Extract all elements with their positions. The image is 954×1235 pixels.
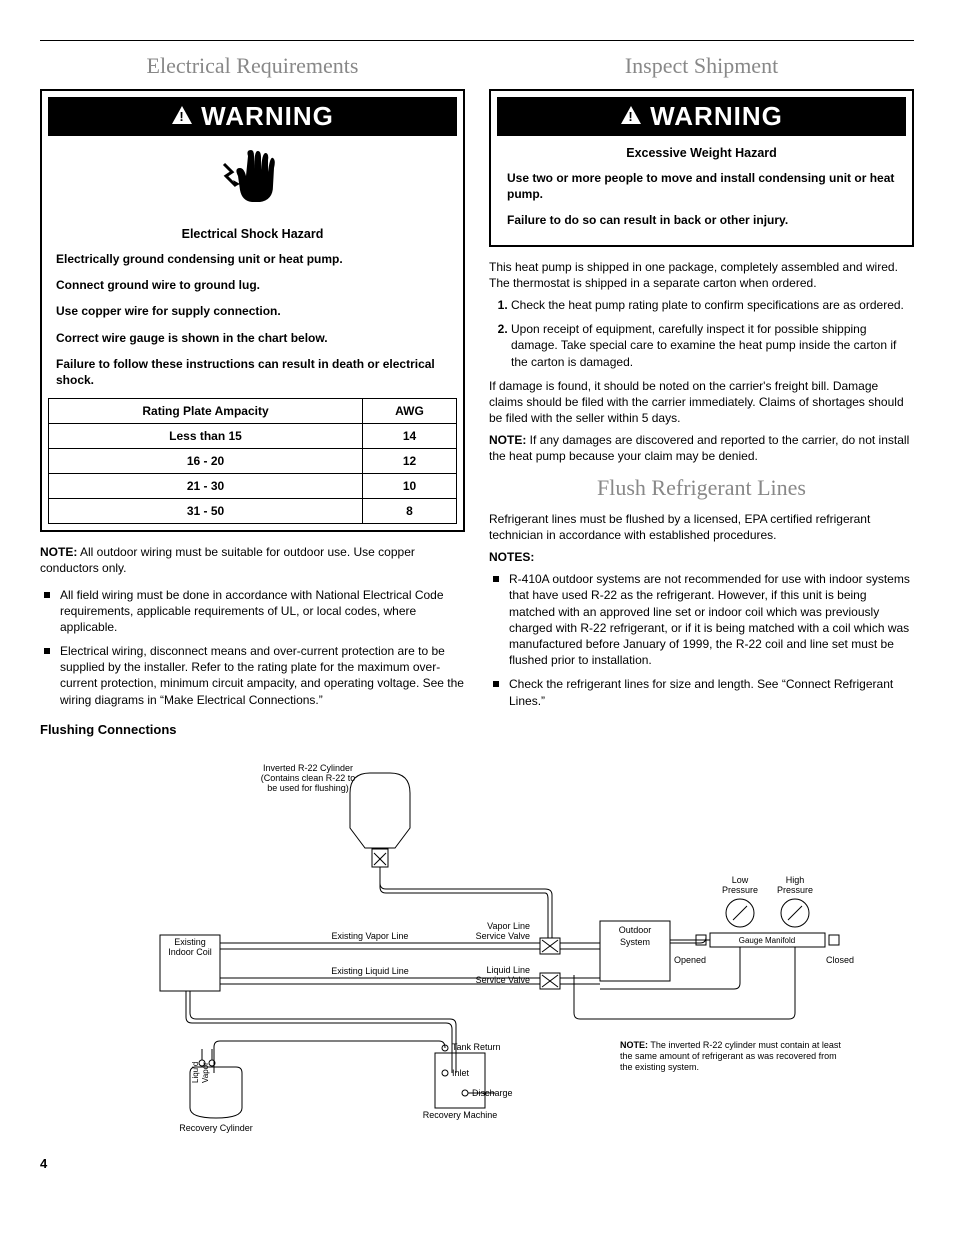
awg-col1-header: Rating Plate Ampacity: [49, 399, 363, 424]
page-number: 4: [40, 1156, 914, 1171]
shipment-steps: Check the heat pump rating plate to conf…: [489, 297, 914, 370]
awg-cell: 31 - 50: [49, 499, 363, 524]
svg-text:Opened: Opened: [674, 955, 706, 965]
bullet-item: R-410A outdoor systems are not recommend…: [489, 571, 914, 668]
left-column: Electrical Requirements ! WARNING Electr…: [40, 53, 465, 743]
shock-hand-icon: [48, 146, 457, 213]
flush-intro: Refrigerant lines must be flushed by a l…: [489, 511, 914, 543]
svg-text:Pressure: Pressure: [722, 885, 758, 895]
svg-text:Service Valve: Service Valve: [476, 975, 530, 985]
svg-text:Closed: Closed: [826, 955, 854, 965]
awg-cell: 16 - 20: [49, 449, 363, 474]
svg-text:!: !: [628, 109, 633, 124]
svg-text:the same amount of refrigerant: the same amount of refrigerant as was re…: [620, 1051, 837, 1061]
warning-triangle-icon: !: [620, 101, 642, 132]
notes-label: NOTES:: [489, 549, 914, 565]
step-item: Upon receipt of equipment, carefully ins…: [511, 321, 914, 370]
warning-bar: ! WARNING: [48, 97, 457, 136]
note-text: If any damages are discovered and report…: [489, 433, 909, 463]
svg-text:Existing Liquid Line: Existing Liquid Line: [331, 966, 409, 976]
svg-text:Inverted R-22 Cylinder: Inverted R-22 Cylinder: [263, 763, 353, 773]
awg-col2-header: AWG: [363, 399, 457, 424]
svg-text:Recovery Machine: Recovery Machine: [423, 1110, 498, 1120]
svg-text:NOTE: The inverted R-22 cylind: NOTE: The inverted R-22 cylinder must co…: [620, 1040, 841, 1050]
flush-refrigerant-section: Flush Refrigerant Lines Refrigerant line…: [489, 475, 914, 709]
svg-text:the existing system.: the existing system.: [620, 1062, 699, 1072]
hazard-line: Correct wire gauge is shown in the chart…: [56, 330, 449, 346]
svg-text:Existing: Existing: [174, 937, 206, 947]
top-rule: [40, 40, 914, 41]
warning-triangle-icon: !: [171, 101, 193, 132]
svg-text:System: System: [620, 937, 650, 947]
awg-cell: 14: [363, 424, 457, 449]
svg-text:Tank Return: Tank Return: [452, 1042, 501, 1052]
hazard-line: Failure to do so can result in back or o…: [507, 212, 896, 228]
electrical-requirements-heading: Electrical Requirements: [40, 53, 465, 79]
flushing-diagram: Inverted R-22 Cylinder (Contains clean R…: [40, 753, 914, 1136]
note-text: All outdoor wiring must be suitable for …: [40, 545, 415, 575]
svg-text:Vapor Line: Vapor Line: [487, 921, 530, 931]
bullet-item: Electrical wiring, disconnect means and …: [40, 643, 465, 708]
shipment-intro: This heat pump is shipped in one package…: [489, 259, 914, 291]
electrical-hazard-title: Electrical Shock Hazard: [48, 227, 457, 241]
flush-bullets: R-410A outdoor systems are not recommend…: [489, 571, 914, 709]
svg-text:Pressure: Pressure: [777, 885, 813, 895]
note-prefix: NOTE:: [489, 433, 526, 447]
flushing-connections-heading: Flushing Connections: [40, 722, 465, 737]
awg-cell: 12: [363, 449, 457, 474]
awg-cell: Less than 15: [49, 424, 363, 449]
svg-text:Recovery Cylinder: Recovery Cylinder: [179, 1123, 253, 1133]
svg-text:Low: Low: [732, 875, 749, 885]
bullet-item: All field wiring must be done in accorda…: [40, 587, 465, 636]
electrical-hazard-body: Electrically ground condensing unit or h…: [48, 251, 457, 388]
svg-text:(Contains clean R-22 to: (Contains clean R-22 to: [261, 773, 356, 783]
warning-label: WARNING: [201, 101, 334, 132]
svg-text:Discharge: Discharge: [472, 1088, 513, 1098]
right-column: Inspect Shipment ! WARNING Excessive Wei…: [489, 53, 914, 743]
svg-text:Existing Vapor Line: Existing Vapor Line: [332, 931, 409, 941]
awg-cell: 10: [363, 474, 457, 499]
hazard-line: Electrically ground condensing unit or h…: [56, 251, 449, 267]
svg-text:Indoor Coil: Indoor Coil: [168, 947, 212, 957]
warning-box-electrical: ! WARNING Electrical Shock Hazard Electr…: [40, 89, 465, 532]
awg-cell: 8: [363, 499, 457, 524]
weight-hazard-title: Excessive Weight Hazard: [497, 146, 906, 160]
svg-text:Gauge Manifold: Gauge Manifold: [739, 936, 795, 945]
svg-text:Inlet: Inlet: [452, 1068, 470, 1078]
inspect-shipment-heading: Inspect Shipment: [489, 53, 914, 79]
bullet-item: Check the refrigerant lines for size and…: [489, 676, 914, 708]
svg-text:Liquid: Liquid: [191, 1061, 200, 1082]
hazard-line: Use copper wire for supply connection.: [56, 303, 449, 319]
svg-text:!: !: [179, 109, 184, 124]
hazard-line: Failure to follow these instructions can…: [56, 356, 449, 388]
outdoor-wiring-note: NOTE: All outdoor wiring must be suitabl…: [40, 544, 465, 576]
warning-bar: ! WARNING: [497, 97, 906, 136]
two-column-layout: Electrical Requirements ! WARNING Electr…: [40, 53, 914, 743]
svg-text:Liquid Line: Liquid Line: [486, 965, 530, 975]
shipment-note: NOTE: If any damages are discovered and …: [489, 432, 914, 464]
svg-text:be used for flushing): be used for flushing): [267, 783, 349, 793]
svg-text:Vapor: Vapor: [201, 1062, 210, 1083]
flush-refrigerant-heading: Flush Refrigerant Lines: [489, 475, 914, 501]
svg-text:Service Valve: Service Valve: [476, 931, 530, 941]
awg-table: Rating Plate Ampacity AWG Less than 1514…: [48, 398, 457, 524]
svg-text:High: High: [786, 875, 805, 885]
svg-text:Outdoor: Outdoor: [619, 925, 652, 935]
damage-paragraph: If damage is found, it should be noted o…: [489, 378, 914, 427]
step-item: Check the heat pump rating plate to conf…: [511, 297, 914, 313]
hazard-line: Connect ground wire to ground lug.: [56, 277, 449, 293]
hazard-line: Use two or more people to move and insta…: [507, 170, 896, 202]
weight-hazard-body: Use two or more people to move and insta…: [497, 170, 906, 229]
warning-label: WARNING: [650, 101, 783, 132]
electrical-bullets: All field wiring must be done in accorda…: [40, 587, 465, 708]
note-prefix: NOTE:: [40, 545, 77, 559]
awg-cell: 21 - 30: [49, 474, 363, 499]
warning-box-weight: ! WARNING Excessive Weight Hazard Use tw…: [489, 89, 914, 247]
